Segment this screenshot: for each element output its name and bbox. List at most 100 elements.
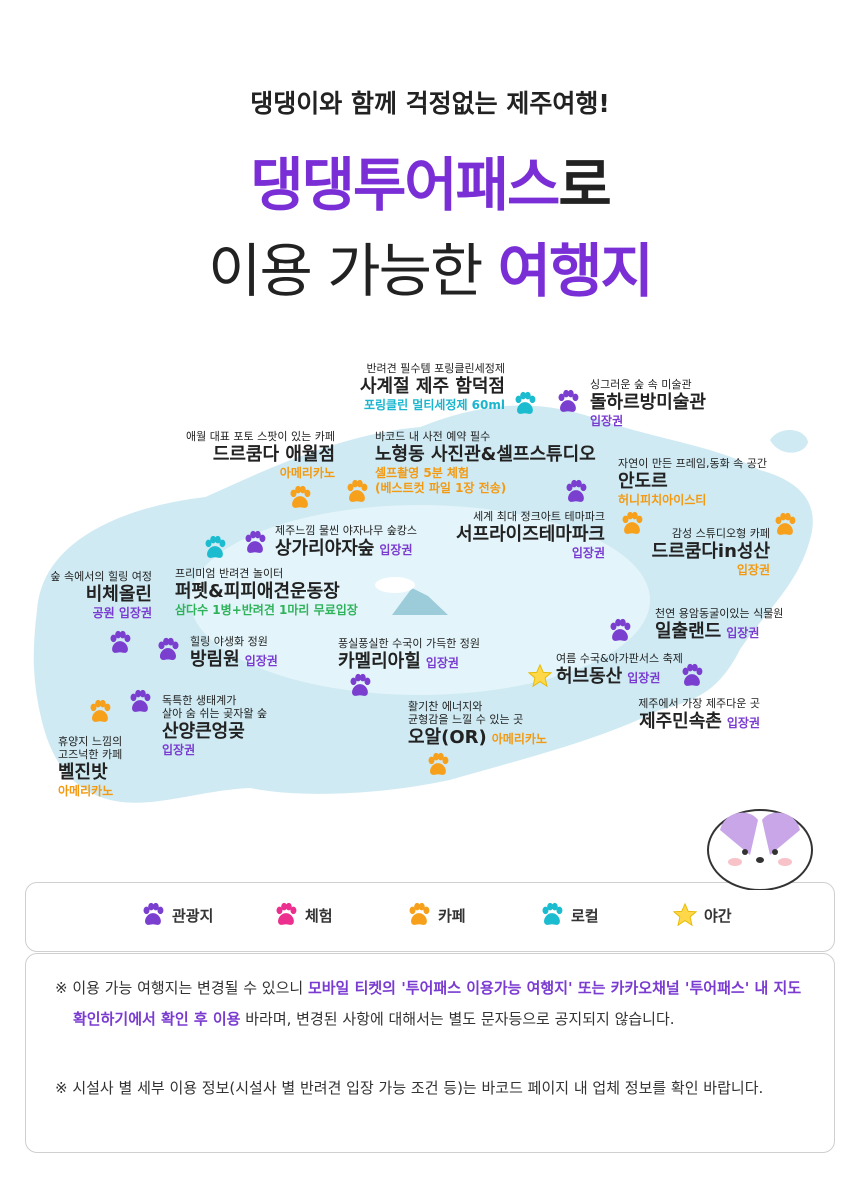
pad (624, 522, 640, 534)
place-name-text: 노형동 사진관&셀프스튜디오 (375, 444, 596, 465)
toe (687, 663, 694, 672)
toe (347, 483, 354, 492)
place-name-text: 제주민속촌 (639, 711, 722, 732)
toe (361, 483, 368, 492)
place-desc: 자연이 만든 프레임,동화 속 공간 (618, 457, 768, 470)
place: 바코드 내 사전 예약 필수 노형동 사진관&셀프스튜디오 셀프촬영 5분 체험 (… (375, 430, 596, 496)
toe (567, 389, 574, 398)
toe (143, 906, 150, 915)
toe (529, 395, 536, 404)
place-name-text: 산양큰엉곶 (162, 721, 245, 742)
toe (610, 622, 617, 631)
place-name-text: 방림원 (190, 649, 240, 670)
legend-box (25, 882, 835, 952)
star (527, 663, 553, 688)
place: 세계 최대 정크아트 테마파크 서프라이즈테마파크 입장권 (456, 510, 605, 561)
toe (214, 535, 221, 544)
paw-icon (245, 530, 266, 553)
place-tag: 입장권 (571, 546, 605, 560)
toe (259, 534, 266, 543)
toe (631, 511, 638, 520)
toe (433, 752, 440, 761)
toe (99, 699, 106, 708)
title-highlight: 댕댕투어패스 (250, 151, 560, 219)
place-name: 퍼펫&피피애견운동장 (175, 580, 358, 603)
place-name-text: 허브동산 (556, 666, 623, 687)
pad (411, 913, 427, 925)
legend-item: 로컬 (539, 902, 599, 927)
islet (770, 430, 808, 453)
toe (115, 630, 122, 639)
place-name-text: 사계절 제주 함덕점 (359, 376, 505, 397)
place-tag: 입장권 (736, 563, 770, 577)
place-desc: 활기찬 에너지와 균형감을 느낄 수 있는 곳 (408, 700, 524, 726)
toe (780, 512, 787, 521)
toe (556, 906, 563, 915)
place-desc: 세계 최대 정크아트 테마파크 (473, 510, 605, 523)
toe (95, 699, 102, 708)
pad (278, 913, 294, 925)
place-tag: 삼다수 1병+반려견 1마리 무료입장 (175, 603, 358, 617)
toe (90, 703, 97, 712)
toe (442, 756, 449, 765)
toe (139, 689, 146, 698)
legend-icon (273, 902, 301, 927)
place-name: 돌하르방미술관 (590, 391, 706, 414)
toe (299, 485, 306, 494)
toe (524, 391, 531, 400)
place: 감성 스튜디오형 카페 드르쿰다in성산 입장권 (652, 527, 770, 578)
place-name: 오알(OR) 아메리카노 (408, 726, 547, 749)
toe (104, 703, 111, 712)
legend-item: 야간 (672, 902, 732, 927)
place-name: 사계절 제주 함덕점 (360, 375, 505, 398)
paw-icon (110, 630, 131, 653)
place-tag: 아메리카노 (58, 784, 114, 798)
toe (409, 906, 416, 915)
place-name-text: 벨진밧 (58, 762, 108, 783)
title-highlight: 여행지 (497, 237, 654, 305)
place-name: 산양큰엉곶 (162, 720, 267, 743)
paw-icon (290, 485, 311, 508)
toe (295, 485, 302, 494)
place-name: 카멜리아힐 입장권 (338, 650, 480, 673)
pad (544, 913, 560, 925)
toe (520, 391, 527, 400)
toe (144, 693, 151, 702)
toe (636, 515, 643, 524)
subtitle: 댕댕이와 함께 걱정없는 제주여행! (250, 89, 610, 118)
toe (124, 634, 131, 643)
place-desc: 숲 속에서의 힐링 여정 (50, 570, 152, 583)
paw-icon (515, 391, 536, 414)
paw-icon (542, 902, 563, 925)
pad (612, 629, 628, 641)
toe (119, 630, 126, 639)
toe (290, 906, 297, 915)
place-desc: 프리미엄 반려견 놀이터 (175, 567, 284, 580)
toe (205, 539, 212, 548)
legend-item: 카페 (406, 902, 466, 927)
paw-icon (276, 902, 297, 925)
toe (558, 393, 565, 402)
toe (135, 689, 142, 698)
title-line2: 이용 가능한 여행지 (0, 224, 860, 308)
toe (290, 489, 297, 498)
legend-icon (539, 902, 567, 927)
place-name: 서프라이즈테마파크 (456, 523, 605, 546)
toe (784, 512, 791, 521)
paw-icon (90, 699, 111, 722)
place-desc: 천연 용암동굴이있는 식물원 (655, 607, 784, 620)
place-tag: 셀프촬영 5분 체험 (베스트컷 파일 1장 전송) (375, 466, 507, 495)
legend-label: 카페 (438, 906, 466, 925)
place-desc: 제주에서 가장 제주다운 곳 (638, 697, 760, 710)
paw-icon (566, 479, 587, 502)
place-name-text: 서프라이즈테마파크 (455, 524, 605, 545)
place-desc: 애월 대표 포토 스팟이 있는 카페 (185, 430, 335, 443)
place-tag: 포링클린 멀티세정제 60ml (363, 398, 505, 412)
paw-icon (610, 618, 631, 641)
legend-icon (672, 902, 700, 927)
place-name-text: 오알(OR) (408, 727, 487, 748)
legend-item: 관광지 (140, 902, 213, 927)
place: 휴양지 느낌의 고즈넉한 카페 벨진밧 아메리카노 (58, 735, 122, 799)
pad (430, 763, 446, 775)
